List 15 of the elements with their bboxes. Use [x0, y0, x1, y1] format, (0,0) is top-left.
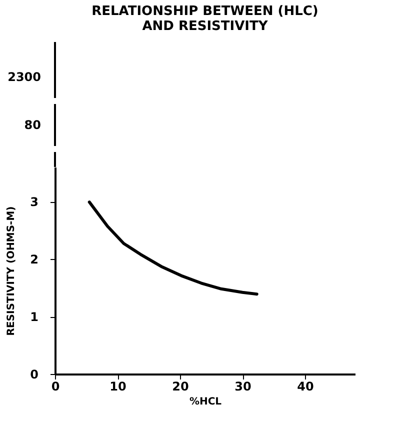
chart-title: RELATIONSHIP BETWEEN (HLC) AND RESISTIVITY	[92, 4, 318, 34]
x-tick-label: 0	[51, 380, 60, 394]
x-tick-label: 30	[234, 380, 252, 394]
y-axis-title: RESISTIVITY (OHMS-M)	[6, 206, 18, 336]
y-tick-label: 1	[30, 310, 38, 324]
y-tick-label: 3	[30, 195, 38, 209]
x-tick-label: 20	[172, 380, 189, 394]
x-tick-label: 10	[110, 380, 126, 394]
line-series	[88, 200, 258, 296]
x-axis-title: %HCL	[189, 396, 222, 408]
text: 2300	[8, 70, 41, 84]
x-tick-label: 40	[297, 380, 314, 394]
y-tick-label: 0	[30, 368, 38, 382]
text: 80	[24, 118, 41, 132]
y-tick-label: 2	[30, 252, 38, 266]
